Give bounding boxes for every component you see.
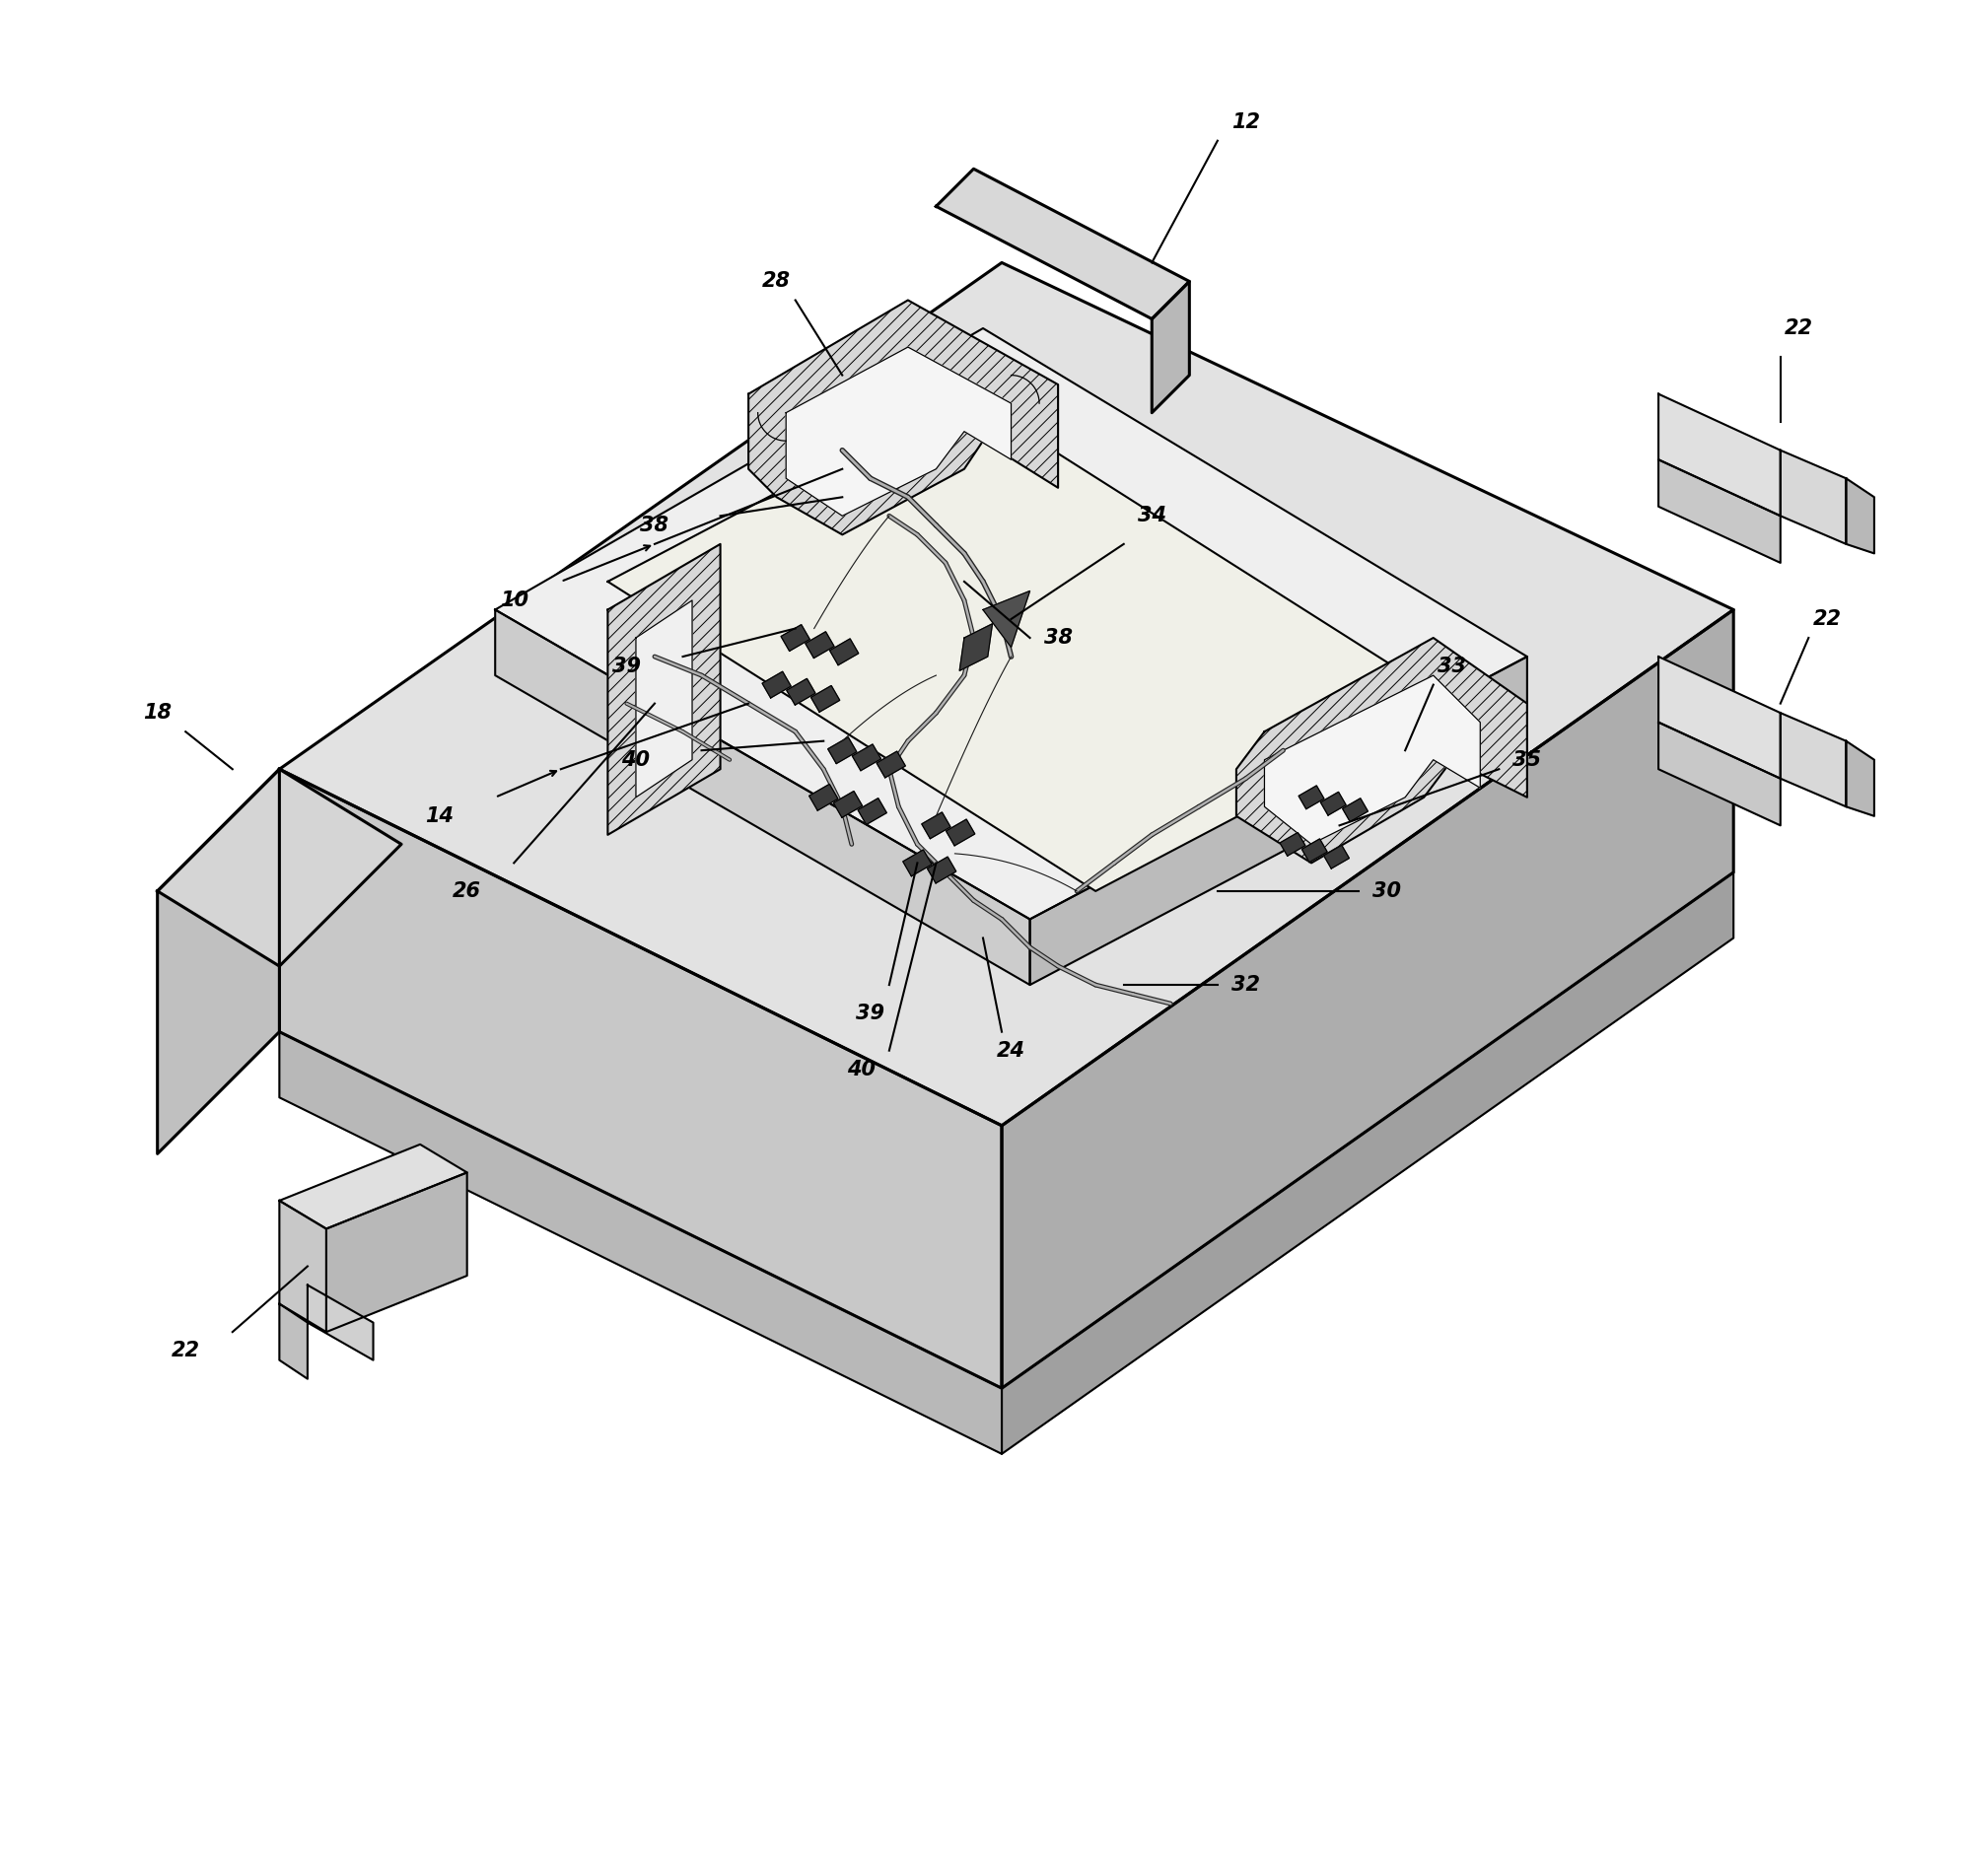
Polygon shape xyxy=(877,750,906,779)
Polygon shape xyxy=(812,685,839,713)
Polygon shape xyxy=(1343,799,1368,822)
Polygon shape xyxy=(495,328,1528,919)
Polygon shape xyxy=(922,812,950,839)
Polygon shape xyxy=(495,610,1030,985)
Polygon shape xyxy=(1781,713,1846,807)
Polygon shape xyxy=(830,638,859,666)
Text: 14: 14 xyxy=(425,807,454,825)
Polygon shape xyxy=(279,1304,307,1379)
Text: 10: 10 xyxy=(499,591,529,610)
Text: 22: 22 xyxy=(1813,610,1842,628)
Polygon shape xyxy=(635,600,692,797)
Text: 33: 33 xyxy=(1437,657,1467,675)
Polygon shape xyxy=(1003,610,1734,1388)
Polygon shape xyxy=(763,672,790,698)
Text: 40: 40 xyxy=(847,1060,875,1079)
Text: 38: 38 xyxy=(641,516,668,535)
Text: 34: 34 xyxy=(1138,507,1166,525)
Polygon shape xyxy=(1280,833,1305,855)
Polygon shape xyxy=(1264,675,1480,844)
Polygon shape xyxy=(857,797,887,825)
Polygon shape xyxy=(279,263,1734,1126)
Text: 30: 30 xyxy=(1372,882,1400,900)
Polygon shape xyxy=(983,591,1030,647)
Text: 24: 24 xyxy=(997,1041,1026,1060)
Text: 39: 39 xyxy=(855,1004,885,1022)
Polygon shape xyxy=(749,300,1058,535)
Polygon shape xyxy=(853,745,881,771)
Polygon shape xyxy=(1030,657,1528,985)
Polygon shape xyxy=(1301,839,1327,863)
Polygon shape xyxy=(810,784,838,810)
Polygon shape xyxy=(959,623,993,672)
Text: 26: 26 xyxy=(452,882,482,900)
Polygon shape xyxy=(157,769,279,1154)
Polygon shape xyxy=(1781,450,1846,544)
Polygon shape xyxy=(786,347,1011,516)
Text: 35: 35 xyxy=(1512,750,1541,769)
Polygon shape xyxy=(279,1144,468,1229)
Polygon shape xyxy=(1846,741,1874,816)
Polygon shape xyxy=(157,769,401,966)
Polygon shape xyxy=(1321,792,1347,816)
Polygon shape xyxy=(1152,281,1189,413)
Polygon shape xyxy=(806,632,834,658)
Polygon shape xyxy=(1003,872,1734,1454)
Text: 12: 12 xyxy=(1231,113,1260,131)
Polygon shape xyxy=(834,792,863,818)
Polygon shape xyxy=(1846,478,1874,553)
Polygon shape xyxy=(1659,722,1781,825)
Polygon shape xyxy=(828,737,857,764)
Polygon shape xyxy=(1659,460,1781,563)
Polygon shape xyxy=(1659,394,1781,516)
Polygon shape xyxy=(1323,846,1349,869)
Polygon shape xyxy=(902,850,932,876)
Text: 28: 28 xyxy=(763,272,790,291)
Text: 18: 18 xyxy=(144,704,171,722)
Polygon shape xyxy=(326,1172,468,1332)
Polygon shape xyxy=(781,625,810,651)
Polygon shape xyxy=(786,679,816,705)
Polygon shape xyxy=(307,1285,374,1360)
Polygon shape xyxy=(607,544,720,835)
Text: 22: 22 xyxy=(1785,319,1813,338)
Polygon shape xyxy=(936,169,1189,319)
Polygon shape xyxy=(1237,638,1528,863)
Text: 40: 40 xyxy=(621,750,651,769)
Polygon shape xyxy=(279,1201,326,1332)
Polygon shape xyxy=(946,820,975,846)
Polygon shape xyxy=(607,394,1453,891)
Polygon shape xyxy=(1659,657,1781,779)
Text: 32: 32 xyxy=(1231,976,1260,994)
Text: 22: 22 xyxy=(171,1341,201,1360)
Polygon shape xyxy=(279,769,1003,1388)
Text: 39: 39 xyxy=(611,657,641,675)
Polygon shape xyxy=(1300,786,1323,809)
Text: 38: 38 xyxy=(1044,628,1071,647)
Polygon shape xyxy=(279,1032,1003,1454)
Polygon shape xyxy=(928,857,955,884)
